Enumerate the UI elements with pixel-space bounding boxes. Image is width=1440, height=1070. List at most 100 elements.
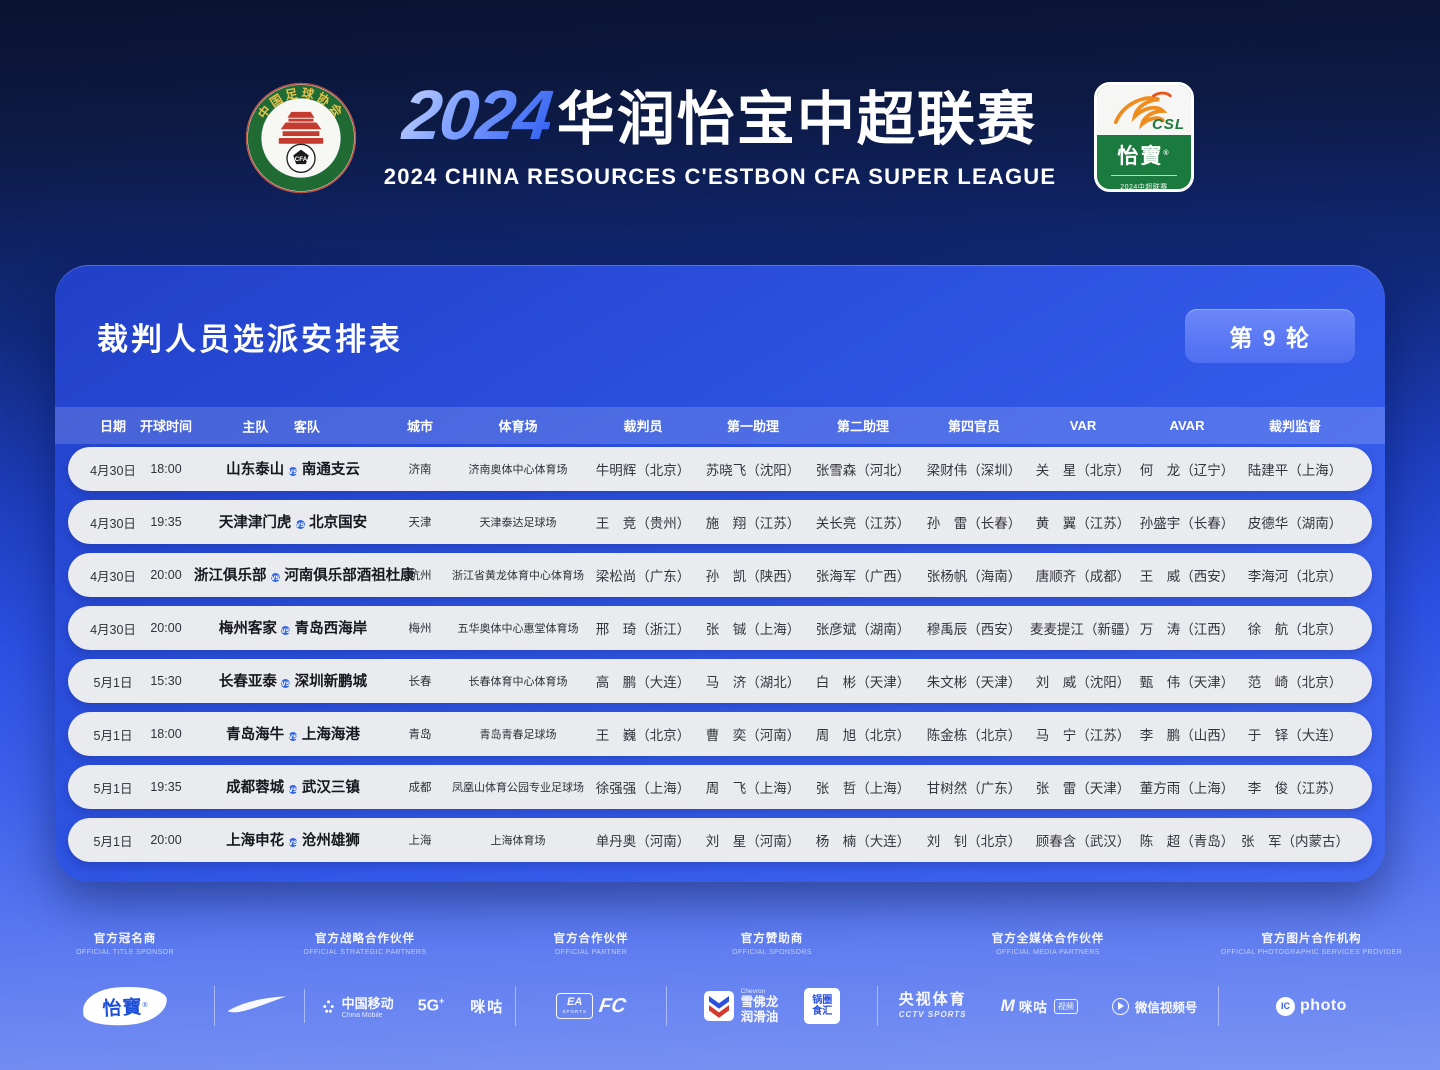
kickoff-time: 20:00	[150, 833, 182, 847]
first-assistant: 孙 凯（陕西）	[705, 569, 801, 584]
referee: 牛明辉（北京）	[595, 463, 691, 478]
away-team: 沧州雄狮	[301, 833, 360, 849]
fourth-official: 刘 钊（北京）	[926, 834, 1022, 849]
stadium: 凤凰山体育公园专业足球场	[452, 782, 584, 794]
table-row: 4月30日 20:00 梅州客家 vs 青岛西海岸 梅州 五华奥体中心惠堂体育场…	[68, 606, 1372, 650]
footer-divider	[214, 986, 215, 1026]
stadium: 天津泰达足球场	[479, 517, 557, 529]
wechat-channels-logo: 微信视频号	[1111, 997, 1197, 1016]
var-official: 顾春含（武汉）	[1035, 834, 1131, 849]
match-teams: 长春亚泰 vs 深圳新鹏城	[194, 670, 392, 692]
vs-badge: vs	[295, 520, 305, 529]
sponsor-group-strategic-partners: 官方战略合作伙伴 OFFICIAL STRATEGIC PARTNERS 中国移…	[215, 930, 515, 1030]
second-assistant: 杨 楠（大连）	[815, 834, 911, 849]
referee: 邢 琦（浙江）	[595, 622, 691, 637]
home-team: 上海申花	[226, 833, 285, 849]
first-assistant: 施 翔（江苏）	[705, 516, 801, 531]
avar-official: 孙盛宇（长春）	[1139, 516, 1235, 531]
sponsor-label-cn: 官方图片合作机构	[1261, 933, 1362, 945]
footer-divider	[1218, 986, 1219, 1026]
first-assistant: 周 飞（上海）	[705, 781, 801, 796]
referee-supervisor: 李海河（北京）	[1247, 569, 1343, 584]
sponsor-label-en: OFFICIAL PHOTOGRAPHIC SERVICES PROVIDER	[1220, 949, 1403, 956]
sponsor-group-official-sponsors: 官方赞助商 OFFICIAL SPONSORS Chevron 雪佛龙 润滑油	[667, 930, 877, 1030]
csl-badge-top: CSL	[1097, 85, 1191, 135]
second-assistant: 张彦斌（湖南）	[815, 622, 911, 637]
stadium: 上海体育场	[490, 835, 546, 847]
avar-official: 王 威（西安）	[1139, 569, 1235, 584]
second-assistant: 张 哲（上海）	[815, 781, 911, 796]
league-title-cn: 华润怡宝中超联赛	[556, 87, 1037, 152]
match-teams: 上海申花 vs 沧州雄狮	[194, 829, 392, 851]
home-team: 长春亚泰	[218, 674, 277, 690]
sponsor-label-en: OFFICIAL SPONSORS	[732, 949, 812, 956]
sponsor-label-cn: 官方赞助商	[740, 933, 804, 945]
sponsor-group-title-sponsor: 官方冠名商 OFFICIAL TITLE SPONSOR 怡寶 ®	[36, 930, 214, 1030]
kickoff-time: 18:00	[150, 727, 182, 741]
league-year: 2024	[399, 76, 555, 154]
col-kickoff: 开球时间	[139, 419, 192, 434]
match-teams: 梅州客家 vs 青岛西海岸	[194, 617, 392, 639]
col-home: 主队	[242, 419, 269, 434]
match-teams: 浙江俱乐部 vs 河南俱乐部酒祖杜康	[194, 564, 415, 586]
city: 天津	[408, 517, 432, 529]
sponsor-label-cn: 官方战略合作伙伴	[315, 933, 415, 945]
table-row: 5月1日 19:35 成都蓉城 vs 武汉三镇 成都 凤凰山体育公园专业足球场 …	[68, 765, 1372, 809]
col-supervisor: 裁判监督	[1268, 419, 1321, 434]
referee: 徐强强（上海）	[595, 781, 691, 796]
city: 青岛	[408, 729, 432, 741]
first-assistant: 曹 奕（河南）	[705, 728, 801, 743]
away-team: 深圳新鹏城	[294, 674, 368, 690]
stadium: 浙江省黄龙体育中心体育场	[452, 570, 584, 582]
home-team: 天津津门虎	[218, 515, 292, 531]
round-badge: 第 9 轮	[1185, 309, 1355, 363]
sponsor-group-photo-provider: 官方图片合作机构 OFFICIAL PHOTOGRAPHIC SERVICES …	[1219, 930, 1404, 1030]
col-avar: AVAR	[1169, 418, 1205, 433]
avar-official: 李 鹏（山西）	[1139, 728, 1235, 743]
referee-supervisor: 陆建平（上海）	[1247, 463, 1343, 478]
fourth-official: 张杨帆（海南）	[926, 569, 1022, 584]
page-title: 裁判人员选派安排表	[97, 321, 403, 357]
match-date: 5月1日	[93, 781, 133, 796]
league-header: 中国足球协会 CFA 2024华润怡宝中超联赛 2024 CHINA RESOU…	[0, 0, 1440, 240]
match-date: 5月1日	[93, 834, 133, 849]
avar-official: 董方雨（上海）	[1139, 781, 1235, 796]
sponsor-footer: 官方冠名商 OFFICIAL TITLE SPONSOR 怡寶 ® 官方战略合作伙…	[0, 930, 1440, 1030]
sponsor-group-media-partners: 官方全媒体合作伙伴 OFFICIAL MEDIA PARTNERS 央视体育 C…	[878, 930, 1218, 1030]
var-official: 马 宁（江苏）	[1035, 728, 1131, 743]
city: 上海	[408, 835, 432, 847]
away-team: 南通支云	[301, 462, 360, 478]
kickoff-time: 19:35	[150, 780, 182, 794]
city: 梅州	[408, 623, 432, 635]
league-title-en: 2024 CHINA RESOURCES C'ESTBON CFA SUPER …	[383, 164, 1057, 189]
referee-supervisor: 李 俊（江苏）	[1247, 781, 1343, 796]
match-date: 4月30日	[90, 463, 136, 478]
table-row: 5月1日 15:30 长春亚泰 vs 深圳新鹏城 长春 长春体育中心体育场 高 …	[68, 659, 1372, 703]
referee: 高 鹏（大连）	[595, 675, 691, 690]
migu-video-logo: M 咪咕 视频	[1001, 996, 1078, 1016]
col-date: 日期	[99, 419, 126, 434]
home-team: 浙江俱乐部	[194, 568, 267, 584]
var-official: 刘 威（沈阳）	[1035, 675, 1131, 690]
cctv-sports-logo: 央视体育 CCTV SPORTS	[898, 990, 967, 1020]
fourth-official: 孙 雷（长春）	[926, 516, 1022, 531]
var-official: 关 星（北京）	[1035, 463, 1131, 478]
vs-badge: vs	[288, 467, 298, 476]
table-row: 5月1日 20:00 上海申花 vs 沧州雄狮 上海 上海体育场 单丹奥（河南）…	[68, 818, 1372, 862]
away-team: 青岛西海岸	[294, 621, 368, 637]
away-team: 北京国安	[309, 515, 368, 531]
cfa-crest-icon: 中国足球协会 CFA	[245, 82, 357, 194]
match-date: 5月1日	[93, 728, 133, 743]
phoenix-swirl-icon	[1113, 91, 1172, 130]
var-official: 麦麦提江（新疆）	[1030, 622, 1138, 637]
sponsor-label-en: OFFICIAL TITLE SPONSOR	[76, 949, 174, 956]
kickoff-time: 18:00	[150, 462, 182, 476]
col-assistant2: 第二助理	[836, 419, 889, 434]
fourth-official: 梁财伟（深圳）	[926, 463, 1022, 478]
fourth-official: 甘树然（广东）	[926, 781, 1022, 796]
table-header-row: 日期 开球时间 主队 客队 城市 体育场 裁判员 第一助理 第二助理 第四官员 …	[55, 407, 1385, 444]
first-assistant: 刘 星（河南）	[705, 834, 801, 849]
fourth-official: 陈金栋（北京）	[926, 728, 1022, 743]
referee-supervisor: 于 铎（大连）	[1247, 728, 1343, 743]
sponsor-label-cn: 官方全媒体合作伙伴	[991, 933, 1105, 945]
